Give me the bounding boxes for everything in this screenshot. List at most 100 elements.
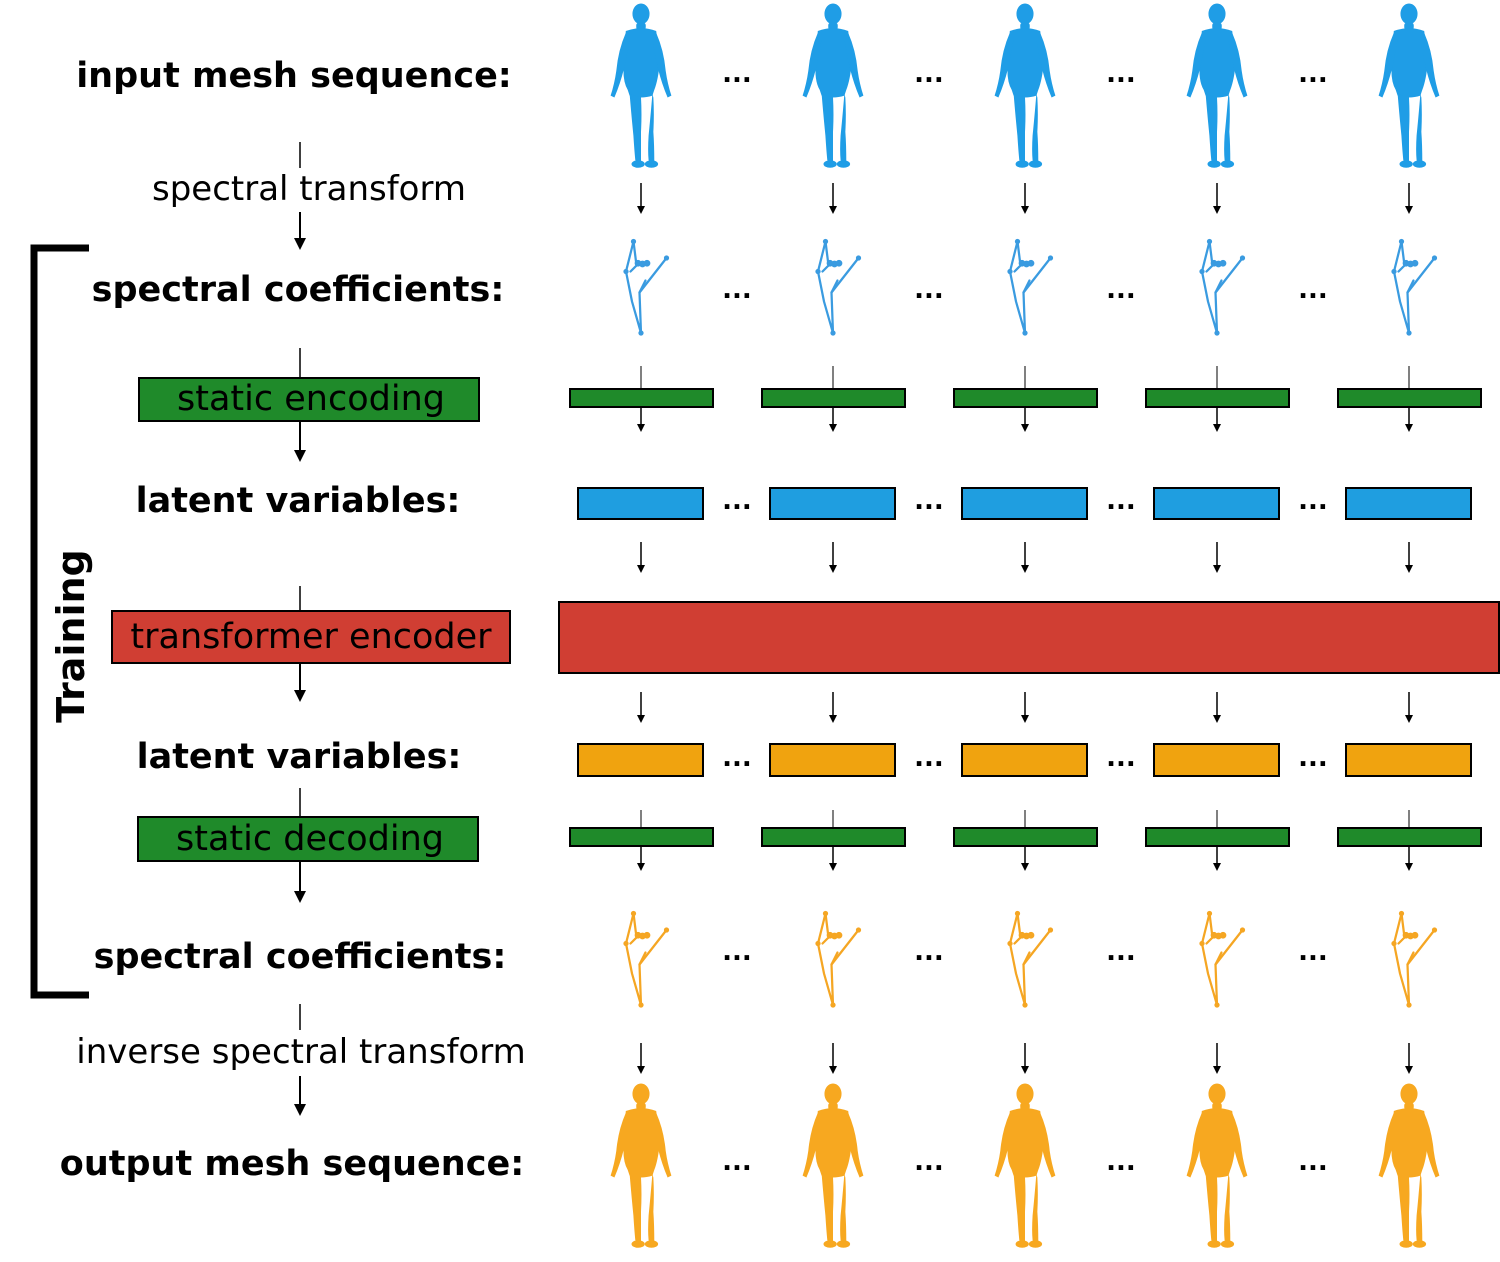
arrow-head bbox=[829, 565, 837, 573]
label-spectral-coefficients-top: spectral coefficients: bbox=[92, 270, 505, 310]
ellipsis: ... bbox=[722, 275, 752, 305]
transformer-encoder-block bbox=[558, 601, 1500, 674]
output-mesh-frame bbox=[1378, 1083, 1440, 1248]
spectral-coefficient-plot-out bbox=[622, 909, 671, 1009]
arrow-head bbox=[1213, 863, 1221, 871]
arrow-head bbox=[1021, 863, 1029, 871]
arrow-head bbox=[1405, 1066, 1413, 1074]
arrow-head bbox=[1213, 424, 1221, 432]
spectral-coefficient-plot-out bbox=[814, 909, 863, 1009]
ellipsis: ... bbox=[1106, 59, 1136, 89]
output-mesh-frame bbox=[994, 1083, 1056, 1248]
output-mesh-frame bbox=[802, 1083, 864, 1248]
ellipsis: ... bbox=[1106, 743, 1136, 773]
static-decoding-block bbox=[761, 827, 906, 847]
spectral-coefficient-plot bbox=[1006, 237, 1055, 337]
training-bracket bbox=[30, 244, 89, 999]
ellipsis: ... bbox=[722, 937, 752, 967]
arrow-head bbox=[1021, 565, 1029, 573]
arrow-head bbox=[1405, 565, 1413, 573]
static-decoding-block bbox=[1145, 827, 1290, 847]
ellipsis: ... bbox=[914, 275, 944, 305]
arrow-head bbox=[637, 1066, 645, 1074]
arrow-head bbox=[1021, 715, 1029, 723]
static-decoding-label: static decoding bbox=[176, 819, 444, 859]
input-mesh-frame bbox=[610, 3, 672, 168]
output-mesh-frame bbox=[610, 1083, 672, 1248]
latent-variable-out bbox=[577, 743, 704, 777]
latent-variable-out bbox=[769, 743, 896, 777]
latent-variable-out bbox=[961, 743, 1088, 777]
label-latent-variables-top: latent variables: bbox=[136, 481, 461, 521]
latent-variable-in bbox=[961, 487, 1088, 520]
transformer-encoder-box bbox=[111, 610, 511, 664]
input-mesh-frame bbox=[802, 3, 864, 168]
spectral-coefficient-plot bbox=[622, 237, 671, 337]
arrow-head bbox=[637, 206, 645, 214]
arrow-head bbox=[637, 863, 645, 871]
input-mesh-frame bbox=[1186, 3, 1248, 168]
arrow-head bbox=[829, 715, 837, 723]
training-label: Training bbox=[49, 549, 93, 723]
latent-variable-in bbox=[1153, 487, 1280, 520]
static-encoding-block bbox=[569, 388, 714, 408]
label-output-mesh-sequence: output mesh sequence: bbox=[60, 1144, 524, 1184]
ellipsis: ... bbox=[1298, 275, 1328, 305]
ellipsis: ... bbox=[1106, 937, 1136, 967]
ellipsis: ... bbox=[1298, 937, 1328, 967]
arrow-head bbox=[1405, 715, 1413, 723]
ellipsis: ... bbox=[914, 1147, 944, 1177]
arrow-head bbox=[829, 863, 837, 871]
static-decoding-block bbox=[569, 827, 714, 847]
ellipsis: ... bbox=[1106, 275, 1136, 305]
static-decoding-box bbox=[137, 816, 479, 862]
ellipsis: ... bbox=[1106, 486, 1136, 516]
ellipsis: ... bbox=[1298, 1147, 1328, 1177]
spectral-coefficient-plot-out bbox=[1390, 909, 1439, 1009]
latent-variable-in bbox=[769, 487, 896, 520]
label-spectral-coefficients-bottom: spectral coefficients: bbox=[94, 937, 507, 977]
arrow-head bbox=[1405, 206, 1413, 214]
ellipsis: ... bbox=[1298, 59, 1328, 89]
spectral-coefficient-plot-out bbox=[1198, 909, 1247, 1009]
arrow-head bbox=[637, 424, 645, 432]
latent-variable-out bbox=[1345, 743, 1472, 777]
arrow-head bbox=[1213, 715, 1221, 723]
arrow-head bbox=[829, 206, 837, 214]
label-latent-variables-bottom: latent variables: bbox=[137, 737, 462, 777]
ellipsis: ... bbox=[722, 1147, 752, 1177]
arrow-head bbox=[829, 1066, 837, 1074]
arrow-head bbox=[1021, 1066, 1029, 1074]
arrow-head bbox=[1021, 206, 1029, 214]
arrow-head bbox=[829, 424, 837, 432]
static-encoding-label: static encoding bbox=[177, 379, 445, 419]
ellipsis: ... bbox=[722, 743, 752, 773]
spectral-coefficient-plot-out bbox=[1006, 909, 1055, 1009]
latent-variable-in bbox=[577, 487, 704, 520]
label-spectral-transform: spectral transform bbox=[152, 169, 466, 209]
ellipsis: ... bbox=[722, 486, 752, 516]
frame-columns: ........................................… bbox=[569, 3, 1482, 1248]
latent-variable-in bbox=[1345, 487, 1472, 520]
latent-variable-out bbox=[1153, 743, 1280, 777]
static-encoding-block bbox=[761, 388, 906, 408]
input-mesh-frame bbox=[1378, 3, 1440, 168]
arrow-head bbox=[637, 715, 645, 723]
transformer-encoder-label: transformer encoder bbox=[130, 617, 492, 657]
ellipsis: ... bbox=[1298, 486, 1328, 516]
ellipsis: ... bbox=[914, 486, 944, 516]
arrow-head bbox=[1213, 1066, 1221, 1074]
label-input-mesh-sequence: input mesh sequence: bbox=[76, 56, 512, 96]
static-decoding-block bbox=[953, 827, 1098, 847]
ellipsis: ... bbox=[722, 59, 752, 89]
static-encoding-block bbox=[1337, 388, 1482, 408]
arrow-head bbox=[1213, 565, 1221, 573]
arrow-head bbox=[1213, 206, 1221, 214]
ellipsis: ... bbox=[914, 59, 944, 89]
static-encoding-block bbox=[1145, 388, 1290, 408]
static-encoding-box bbox=[138, 377, 480, 422]
spectral-coefficient-plot bbox=[1390, 237, 1439, 337]
arrow-head bbox=[1405, 424, 1413, 432]
label-inverse-spectral-transform: inverse spectral transform bbox=[76, 1032, 525, 1072]
